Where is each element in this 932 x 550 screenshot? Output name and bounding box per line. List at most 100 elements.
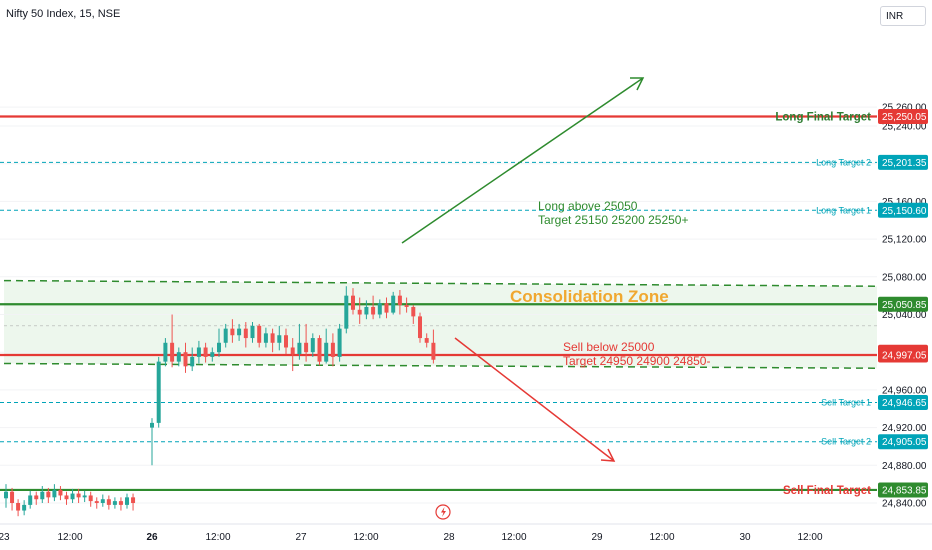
level-name: Long Final Target <box>775 112 871 124</box>
zone-bottom-border <box>3 362 878 369</box>
x-tick-label: 30 <box>739 532 751 543</box>
candle-body <box>263 333 268 343</box>
candle-body <box>176 352 181 362</box>
candle-body <box>112 501 117 505</box>
candle-body <box>277 335 282 343</box>
candle-body <box>250 325 255 339</box>
price-badge <box>878 347 928 363</box>
candle-body <box>210 352 215 357</box>
candle-body <box>411 306 416 317</box>
short-annotation-line2: Target 24950 24900 24850- <box>563 354 710 368</box>
candle-body <box>125 497 129 505</box>
candle-body <box>46 491 51 498</box>
candle-body <box>284 335 288 348</box>
candle-body <box>270 333 275 343</box>
price-badge <box>878 109 928 125</box>
candle-body <box>52 489 57 498</box>
candle-body <box>82 495 87 498</box>
zone-fill <box>4 280 877 369</box>
price-badge-label: 25,201.35 <box>882 158 927 169</box>
annotations-layer: Long above 25050 Target 25150 25200 2525… <box>510 199 710 368</box>
x-tick-label: 12:00 <box>649 532 674 543</box>
price-badge <box>878 394 928 410</box>
price-badge <box>878 482 928 498</box>
candle-body <box>243 328 248 339</box>
y-tick-label: 25,160.00 <box>882 197 927 208</box>
zone-top-border <box>3 279 878 287</box>
level-name: Long Target 1 <box>816 205 871 215</box>
price-badge-label: 25,250.05 <box>882 112 927 123</box>
candles-layer <box>4 286 436 517</box>
candle-body <box>94 501 99 503</box>
level-name: Sell Target 1 <box>821 397 871 407</box>
candle-body <box>170 342 175 362</box>
long-arrowhead <box>630 77 645 91</box>
time-axis[interactable]: 23 12:00 26 12:00 27 12:00 28 12:00 29 12:00 30 12:… <box>0 523 932 543</box>
candle-body <box>317 338 322 362</box>
candle-body <box>150 422 154 428</box>
candle-body <box>106 499 111 505</box>
x-tick-label: 23 <box>0 532 10 543</box>
candle-body <box>310 338 315 353</box>
candle-body <box>22 504 27 511</box>
candle-body <box>223 328 228 343</box>
price-badge-label: 24,946.65 <box>882 398 927 409</box>
currency-selector[interactable]: INR <box>880 6 926 26</box>
level-name: Sell Final Target <box>783 485 871 497</box>
candle-body <box>324 342 329 362</box>
level-name: Long Target 2 <box>816 157 871 167</box>
x-tick-label: 28 <box>443 532 455 543</box>
candle-body <box>377 303 382 315</box>
x-tick-label: 12:00 <box>57 532 82 543</box>
candle-body <box>4 491 8 499</box>
y-tick-label: 25,040.00 <box>882 310 927 321</box>
y-tick-label: 24,880.00 <box>882 461 927 472</box>
candle-body <box>418 316 422 339</box>
grid-layer <box>0 106 877 504</box>
candle-body <box>431 342 436 360</box>
short-arrow-line <box>454 337 615 462</box>
price-badge <box>878 434 928 450</box>
candle-body <box>58 489 63 496</box>
candle-body <box>304 342 309 353</box>
long-annotation-line1: Long above 25050 <box>538 199 638 213</box>
arrows-layer <box>401 77 645 462</box>
candle-body <box>34 495 39 500</box>
candle-body <box>391 295 396 313</box>
short-arrowhead <box>600 448 616 462</box>
candle-body <box>237 328 242 336</box>
long-arrow-line <box>401 77 644 244</box>
candle-body <box>16 503 21 511</box>
candle-body <box>156 361 161 423</box>
candle-body <box>40 491 45 500</box>
candle-body <box>364 306 369 315</box>
candle-body <box>357 309 362 315</box>
x-tick-label: 27 <box>295 532 307 543</box>
x-tick-label: 26 <box>146 532 158 543</box>
candle-body <box>28 495 33 505</box>
candle-body <box>163 342 168 362</box>
long-annotation-line2: Target 25150 25200 25250+ <box>538 213 688 227</box>
candle-body <box>397 295 402 306</box>
candle-body <box>217 342 221 353</box>
candle-body <box>131 497 136 503</box>
candle-body <box>371 306 376 315</box>
candle-body <box>424 338 429 343</box>
price-badge-label: 25,050.85 <box>882 300 927 311</box>
candle-body <box>100 499 105 503</box>
lightning-icon[interactable] <box>435 504 451 520</box>
price-axis[interactable]: 24,840.00 24,880.00 24,920.00 24,960.00 25,0… <box>878 103 928 510</box>
candle-body <box>183 352 188 367</box>
short-annotation-line1: Sell below 25000 <box>563 340 655 354</box>
candle-body <box>351 295 355 310</box>
candle-body <box>203 347 208 357</box>
y-tick-label: 25,120.00 <box>882 235 927 246</box>
candle-body <box>196 347 201 357</box>
x-tick-label: 12:00 <box>353 532 378 543</box>
candle-body <box>384 303 389 313</box>
candle-body <box>404 305 409 307</box>
candle-body <box>257 325 262 343</box>
price-badge <box>878 202 928 218</box>
y-tick-label: 24,840.00 <box>882 499 927 510</box>
